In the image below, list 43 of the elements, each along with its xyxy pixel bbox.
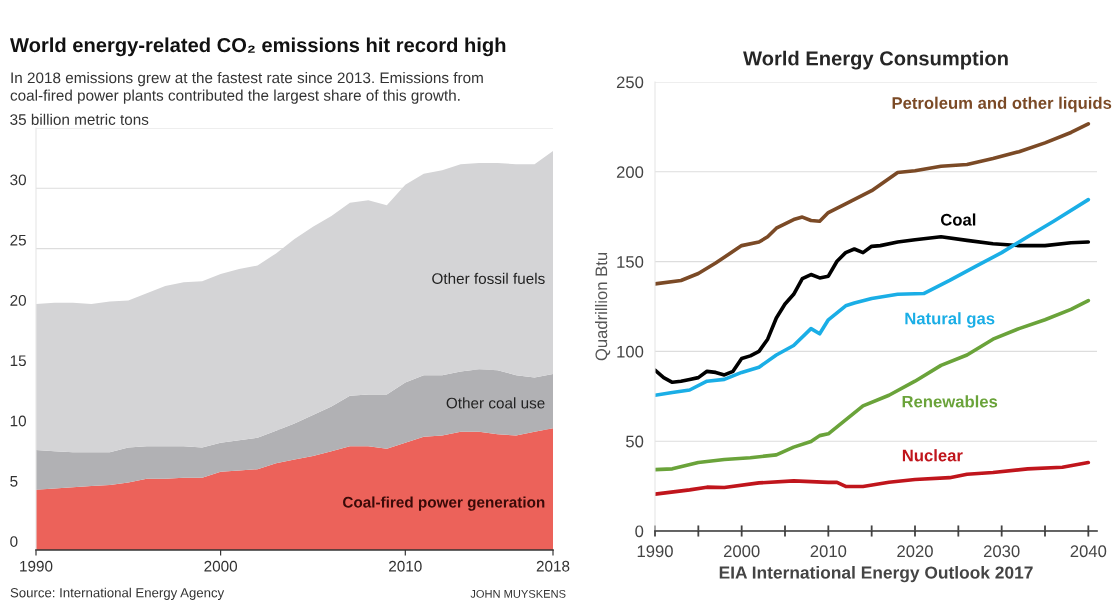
line-series [655, 235, 1091, 385]
y-tick-label: 25 [10, 234, 26, 246]
x-tick-label: 2000 [204, 560, 238, 572]
y-tick-label: 0 [635, 525, 644, 538]
series-label: Petroleum and other liquids [892, 96, 1112, 113]
x-tick-label: 2018 [536, 560, 570, 572]
y-tick-label: 250 [616, 76, 644, 89]
x-tick-label: 1990 [637, 545, 673, 558]
y-tick-label: 150 [617, 256, 644, 268]
y-tick-label: 50 [626, 435, 644, 448]
x-tick-label: 2040 [1070, 545, 1107, 558]
y-tick-label: 15 [10, 355, 26, 367]
series-label: Renewables [902, 395, 998, 408]
source-note: Source: International Energy Agency [10, 587, 225, 600]
x-tick-label: 2030 [983, 545, 1020, 558]
line-series [655, 122, 1091, 286]
x-tick-label: 1990 [20, 560, 53, 572]
x-tick-label: 2020 [897, 545, 933, 558]
x-axis-title: EIA International Energy Outlook 2017 [719, 565, 1033, 583]
y-tick-label: 20 [10, 295, 27, 306]
series-label: Coal [940, 213, 976, 226]
series-label: Other fossil fuels [432, 272, 545, 285]
y-axis-title: Quadrillion Btu [594, 252, 611, 361]
series-label: Natural gas [905, 312, 995, 328]
chart-title: World Energy Consumption [743, 50, 1008, 70]
series-label: Other coal use [446, 397, 545, 409]
x-tick-label: 2000 [723, 545, 760, 558]
series-label: Nuclear [902, 449, 963, 462]
y-tick-label: 200 [616, 166, 644, 178]
y-tick-label: 30 [10, 174, 27, 186]
y-tick-label: 5 [10, 476, 18, 487]
chart-title: World energy-related CO₂ emissions hit record high [10, 37, 506, 57]
y-tick-label: 35 billion metric tons [10, 113, 149, 125]
series-label: Coal-fired power generation [343, 496, 545, 511]
x-tick-label: 2010 [810, 545, 847, 558]
y-tick-label: 0 [10, 536, 18, 547]
line-series [655, 298, 1091, 472]
line-series [655, 460, 1091, 496]
y-tick-label: 100 [617, 345, 644, 358]
chart-subtitle: In 2018 emissions grew at the fastest rate since 2013. Emissions from coal-fired power plants contributed the largest share of this growth. [10, 72, 483, 104]
y-tick-label: 10 [10, 415, 27, 427]
x-tick-label: 2010 [389, 560, 422, 572]
text: JOHN MUYSKENS [470, 589, 566, 598]
